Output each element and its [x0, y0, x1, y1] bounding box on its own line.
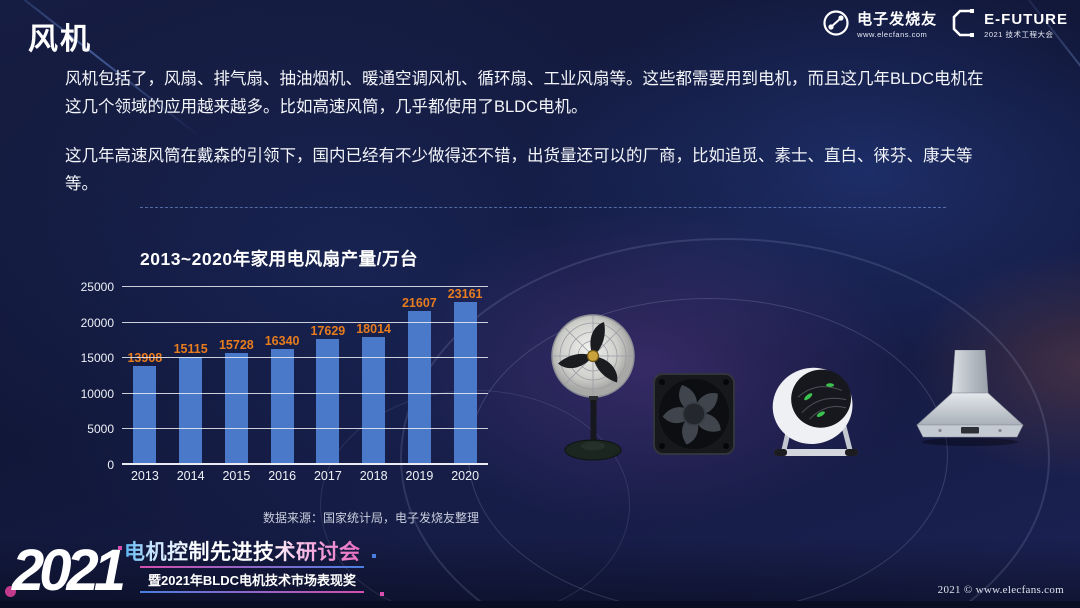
range-hood-image — [910, 349, 1028, 448]
data-source-note: 数据来源：国家统计局，电子发烧友整理 — [263, 511, 480, 525]
y-axis-tick-label: 20000 — [80, 315, 114, 330]
x-axis-label: 2013 — [130, 469, 159, 483]
bar-value-label: 15728 — [218, 338, 254, 353]
gridline — [122, 286, 488, 287]
industrial-pedestal-fan-image — [545, 310, 640, 462]
bar-slot: 21607 — [397, 287, 443, 465]
bar-chart-plot: 13908 15115 15728 16340 17629 18014 21607 23161… — [81, 280, 488, 472]
bar-slot: 15115 — [168, 287, 214, 465]
bar — [453, 302, 477, 465]
gradient-line-top — [140, 566, 365, 568]
bars-row: 13908 15115 15728 16340 17629 18014 21607 23161 — [122, 287, 488, 465]
pixel-decoration — [118, 546, 122, 550]
y-axis-tick-label: 10000 — [80, 386, 114, 401]
bar — [179, 357, 203, 465]
bar-value-label: 17629 — [310, 324, 346, 339]
footer-year-dot — [5, 586, 16, 597]
footer-year-logo: 2021 — [12, 538, 126, 603]
bar-value-label: 15115 — [173, 342, 208, 357]
x-axis-label: 2020 — [451, 469, 480, 483]
x-axis-label: 2016 — [268, 469, 297, 483]
footer-copyright: 2021 © www.elecfans.com — [937, 584, 1064, 596]
bar — [362, 336, 386, 465]
elecfans-circuit-icon — [822, 9, 850, 42]
bar-slot: 17629 — [305, 287, 351, 465]
gridline — [122, 392, 488, 394]
axial-cooling-fan-image — [652, 372, 736, 456]
bar — [224, 353, 248, 465]
bar-slot: 13908 — [122, 287, 168, 465]
pixel-decoration — [372, 554, 376, 558]
efuture-shield-icon — [951, 8, 977, 43]
y-axis-tick-label: 0 — [107, 458, 114, 472]
bar-slot: 15728 — [214, 287, 260, 465]
efuture-sub: 2021 技术工程大会 — [984, 29, 1054, 39]
efuture-name: E-FUTURE — [984, 11, 1068, 29]
gridline — [122, 321, 488, 323]
footer-event-title: 电机控制先进技术研讨会 — [124, 536, 361, 566]
efuture-logo-text: E-FUTURE 2021 技术工程大会 — [984, 12, 1068, 39]
bar-value-label: 16340 — [264, 333, 300, 348]
bar — [407, 311, 431, 465]
bar-value-label: 23161 — [447, 287, 483, 301]
bar-value-label: 21607 — [401, 296, 437, 311]
section-divider — [140, 207, 946, 208]
bar — [316, 339, 340, 465]
chart-title: 2013~2020年家用电风扇产量/万台 — [140, 249, 418, 269]
x-axis-label: 2014 — [176, 469, 205, 483]
y-axis-tick-label: 15000 — [80, 351, 114, 366]
y-axis-tick-label: 25000 — [80, 280, 114, 294]
pixel-decoration — [380, 592, 384, 596]
x-axis-label: 2019 — [405, 469, 434, 483]
elecfans-url: www.elecfans.com — [857, 29, 928, 39]
body-paragraph-1: 风机包括了，风扇、排气扇、抽油烟机、暖通空调风机、循环扇、工业风扇等。这些都需要… — [65, 70, 984, 116]
elecfans-name: 电子发烧友 — [857, 11, 938, 29]
page-title: 风机 — [28, 23, 92, 56]
gridline — [122, 357, 488, 359]
bar-value-label: 18014 — [356, 321, 391, 336]
bar-slot: 18014 — [351, 287, 397, 465]
bar — [270, 348, 294, 465]
x-axis-label: 2018 — [359, 469, 388, 483]
x-axis-row: 2013 2014 2015 2016 2017 2018 2019 2020 — [122, 469, 488, 483]
efuture-logo: E-FUTURE 2021 技术工程大会 — [951, 8, 1068, 43]
body-paragraph-2: 这几年高速风筒在戴森的引领下，国内已经有不少做得还不错，出货量还可以的厂商，比如… — [65, 147, 973, 193]
x-axis-label: 2017 — [313, 469, 342, 483]
fan-production-chart: 2013~2020年家用电风扇产量/万台 13908 15115 15728 1634… — [78, 246, 518, 526]
gradient-line-bottom — [140, 591, 365, 593]
air-circulator-drum-fan-image — [760, 353, 872, 465]
gridline — [122, 428, 488, 430]
footer-event-subtitle-block: 暨2021年BLDC电机技术市场表现奖 — [140, 566, 365, 593]
bar — [133, 365, 157, 465]
y-axis-tick-label: 5000 — [87, 422, 114, 437]
elecfans-logo-text: 电子发烧友 www.elecfans.com — [857, 12, 937, 39]
bar-slot: 16340 — [259, 287, 305, 465]
bottom-strip — [0, 601, 1080, 608]
x-axis-label: 2015 — [222, 469, 251, 483]
footer-event-subtitle: 暨2021年BLDC电机技术市场表现奖 — [148, 573, 357, 588]
bar-slot: 23161 — [442, 287, 488, 465]
gridline — [122, 463, 488, 465]
header-logos: 电子发烧友 www.elecfans.com E-FUTURE 2021 技术工… — [822, 8, 1068, 43]
elecfans-logo: 电子发烧友 www.elecfans.com — [822, 9, 937, 42]
